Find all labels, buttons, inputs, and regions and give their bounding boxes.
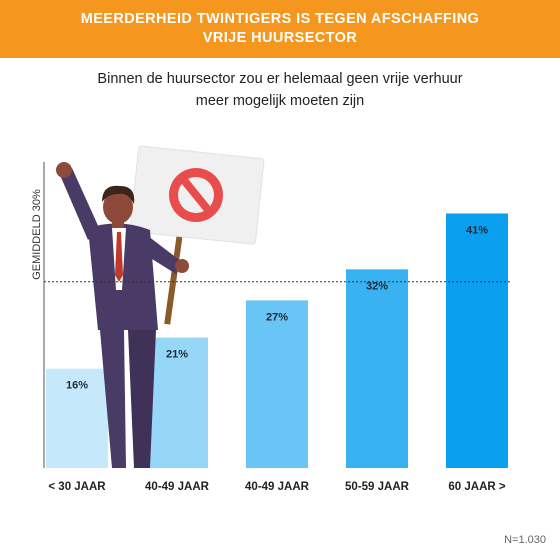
bar-value-label: 32% <box>366 280 388 292</box>
title-line-2: VRIJE HUURSECTOR <box>202 30 358 46</box>
bar-4 <box>346 269 408 468</box>
title-line-1: MEERDERHEID TWINTIGERS IS TEGEN AFSCHAFF… <box>80 11 480 27</box>
hair <box>102 185 135 204</box>
title-banner: MEERDERHEID TWINTIGERS IS TEGEN AFSCHAFF… <box>0 0 560 58</box>
category-label: 60 JAAR > <box>448 481 505 493</box>
bar-1 <box>46 368 108 468</box>
protest-sign <box>129 145 265 245</box>
raised-fist <box>56 162 72 178</box>
head <box>103 190 133 224</box>
bar-value-label: 27% <box>266 311 288 323</box>
bar-2 <box>146 337 208 468</box>
category-label: 50-59 JAAR <box>345 481 410 493</box>
subtitle-line-1: Binnen de huursector zou er helemaal gee… <box>97 71 463 87</box>
bar-5 <box>446 213 508 468</box>
holding-hand <box>175 259 189 273</box>
chart-subtitle: Binnen de huursector zou er helemaal gee… <box>0 68 560 112</box>
reference-layer: GEMIDDELD 30% <box>31 162 510 468</box>
right-leg <box>128 330 156 468</box>
category-label: 40-49 JAAR <box>145 481 210 493</box>
necktie <box>115 232 123 282</box>
sample-size-note: N=1.030 <box>504 534 546 546</box>
labels-layer: 16% < 30 JAAR 21% 40-49 JAAR 27% 40-49 JAAR 32… <box>48 224 505 493</box>
category-label: 40-49 JAAR <box>245 481 310 493</box>
average-label: GEMIDDELD 30% <box>31 189 43 280</box>
bars-layer <box>46 213 508 468</box>
raised-arm <box>60 168 100 240</box>
subtitle-line-2: meer mogelijk moeten zijn <box>195 93 365 109</box>
bar-3 <box>246 300 308 468</box>
bar-value-label: 41% <box>466 224 488 236</box>
category-label: < 30 JAAR <box>48 481 106 493</box>
holding-arm <box>144 236 182 274</box>
left-leg <box>100 330 126 468</box>
bar-value-label: 16% <box>66 380 88 392</box>
torso <box>88 223 158 330</box>
bar-value-label: 21% <box>166 349 188 361</box>
protester-illustration <box>56 145 265 468</box>
